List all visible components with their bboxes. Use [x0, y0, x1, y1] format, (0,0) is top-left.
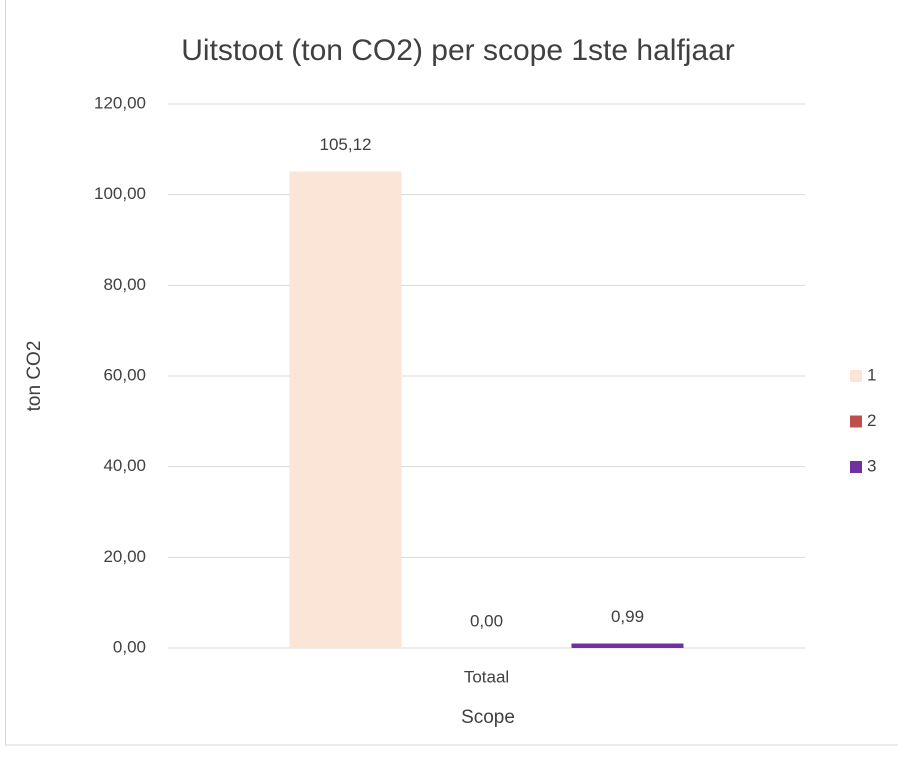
y-axis-label: ton CO2	[24, 341, 45, 412]
y-tick-label: 120,00	[94, 93, 146, 112]
x-tick-label: Totaal	[464, 667, 509, 686]
legend-label: 3	[867, 456, 876, 475]
legend-swatch	[850, 370, 862, 382]
legend-swatch	[850, 415, 862, 428]
y-tick-label: 100,00	[94, 184, 146, 203]
chart-border	[5, 0, 898, 746]
y-tick-label: 40,00	[103, 456, 146, 475]
data-label: 0,99	[611, 607, 644, 626]
legend-label: 2	[867, 411, 876, 430]
bar	[289, 171, 402, 648]
bar	[571, 643, 684, 648]
y-tick-label: 0,00	[113, 637, 146, 656]
y-tick-label: 80,00	[103, 275, 146, 294]
legend-label: 1	[867, 365, 876, 384]
y-tick-label: 20,00	[103, 547, 146, 566]
x-axis-label: Scope	[461, 707, 515, 728]
legend-swatch	[850, 461, 862, 473]
data-label: 0,00	[470, 611, 503, 630]
y-tick-label: 60,00	[103, 365, 146, 384]
data-label: 105,12	[320, 135, 372, 154]
chart-title: Uitstoot (ton CO2) per scope 1ste halfja…	[181, 34, 735, 67]
